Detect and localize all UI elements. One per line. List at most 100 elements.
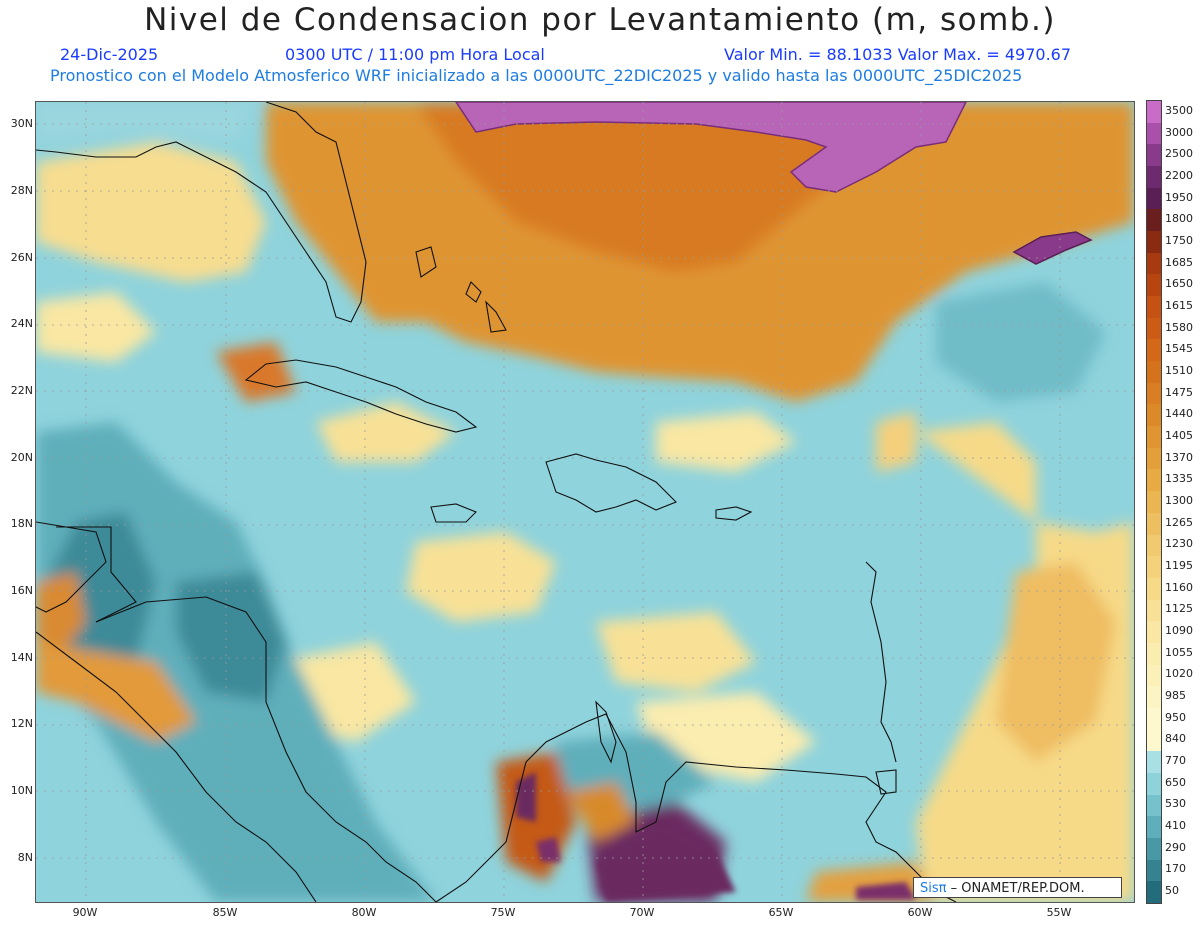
lat-label-26n: 26N (10, 251, 33, 264)
lon-label-85w: 85W (212, 906, 238, 919)
model-info: Pronostico con el Modelo Atmosferico WRF… (50, 66, 1023, 85)
lat-label-10n: 10N (10, 784, 33, 797)
lon-label-90w: 90W (72, 906, 98, 919)
lcl-field-map (36, 102, 1134, 902)
colorbar-segment (1147, 144, 1161, 167)
colorbar-segment (1147, 686, 1161, 709)
lat-label-28n: 28N (10, 184, 33, 197)
colorbar-segment (1147, 621, 1161, 644)
colorbar-segment (1147, 296, 1161, 319)
colorbar-label: 1300 (1165, 494, 1193, 507)
lat-label-18n: 18N (10, 517, 33, 530)
credit-box: Sisπ – ONAMET/REP.DOM. (913, 877, 1122, 898)
colorbar-label: 1580 (1165, 320, 1193, 334)
colorbar-segment (1147, 664, 1161, 687)
colorbar-segment (1147, 881, 1161, 904)
colorbar-segment (1147, 859, 1161, 882)
min-max-values: Valor Min. = 88.1033 Valor Max. = 4970.6… (724, 45, 1072, 64)
colorbar-label: 1265 (1165, 515, 1193, 529)
colorbar-segment (1147, 534, 1161, 557)
colorbar-label: 2500 (1165, 147, 1193, 161)
lon-label-70w: 70W (629, 906, 655, 919)
colorbar-label: 1615 (1165, 298, 1193, 312)
map-panel (35, 101, 1135, 903)
colorbar-label: 3000 (1165, 125, 1193, 139)
colorbar-segment (1147, 772, 1161, 796)
colorbar-label: 1055 (1165, 645, 1193, 659)
colorbar-label: 985 (1165, 689, 1186, 703)
colorbar-label: 530 (1165, 797, 1186, 811)
colorbar-label: 1230 (1165, 537, 1193, 551)
colorbar-label: 3500 (1165, 103, 1193, 117)
lon-label-75w: 75W (490, 906, 516, 919)
colorbar-segment (1147, 599, 1161, 622)
colorbar-segment (1147, 231, 1161, 254)
colorbar-segment (1147, 274, 1161, 297)
lat-label-14n: 14N (10, 651, 33, 664)
lat-label-24n: 24N (10, 317, 33, 330)
colorbar-segment (1147, 382, 1161, 405)
colorbar-label: 1370 (1165, 450, 1193, 464)
colorbar-label: 650 (1165, 775, 1186, 789)
purple-high-region (455, 102, 967, 193)
map-title: Nivel de Condensacion por Levantamiento … (144, 2, 1056, 38)
colorbar-segment (1147, 837, 1161, 861)
colorbar-label: 1405 (1165, 428, 1193, 442)
colorbar-segment (1147, 122, 1161, 145)
lon-label-80w: 80W (351, 906, 377, 919)
forecast-time: 0300 UTC / 11:00 pm Hora Local (285, 45, 545, 64)
lat-label-16n: 16N (10, 584, 33, 597)
colorbar-label: 1440 (1165, 407, 1193, 421)
colorbar-label: 50 (1165, 884, 1179, 898)
colorbar-segment (1147, 794, 1161, 817)
credit-text: – ONAMET/REP.DOM. (946, 881, 1085, 896)
colorbar-label: 950 (1165, 710, 1186, 724)
colorbar-label: 410 (1165, 819, 1186, 833)
colorbar-segment (1147, 317, 1161, 340)
colorbar (1146, 100, 1162, 904)
colorbar-segment (1147, 512, 1161, 535)
colorbar-label: 1950 (1165, 190, 1193, 204)
colorbar-label: 1685 (1165, 255, 1193, 269)
colorbar-label: 1090 (1165, 624, 1193, 638)
colorbar-label: 290 (1165, 840, 1186, 854)
lat-label-30n: 30N (10, 117, 33, 130)
colorbar-segment (1147, 707, 1161, 731)
colorbar-segment (1147, 751, 1161, 774)
colorbar-label: 1750 (1165, 233, 1193, 247)
lon-label-55w: 55W (1046, 906, 1072, 919)
graticule (36, 102, 1134, 902)
colorbar-segment (1147, 339, 1161, 362)
colorbar-segment (1147, 209, 1161, 232)
colorbar-segment (1147, 642, 1161, 666)
colorbar-segment (1147, 469, 1161, 492)
colorbar-segment (1147, 816, 1161, 839)
colorbar-segment (1147, 426, 1161, 449)
colorbar-label: 170 (1165, 862, 1186, 876)
colorbar-segment (1147, 491, 1161, 514)
colorbar-label: 1125 (1165, 602, 1193, 616)
colorbar-label: 1335 (1165, 472, 1193, 486)
colorbar-label: 840 (1165, 732, 1186, 746)
lat-label-12n: 12N (10, 717, 33, 730)
colorbar-label: 1650 (1165, 277, 1193, 291)
colorbar-label: 1195 (1165, 559, 1193, 573)
lat-label-8n: 8N (17, 851, 33, 864)
forecast-date: 24-Dic-2025 (60, 45, 159, 64)
lon-label-65w: 65W (768, 906, 794, 919)
colorbar-segment (1147, 361, 1161, 384)
colorbar-segment (1147, 101, 1161, 124)
colorbar-label: 770 (1165, 754, 1186, 768)
credit-brand: Sisπ (920, 881, 947, 896)
colorbar-label: 1800 (1165, 212, 1193, 226)
lon-label-60w: 60W (907, 906, 933, 919)
southern-maxima (516, 772, 916, 902)
colorbar-segment (1147, 729, 1161, 752)
colorbar-label: 1545 (1165, 342, 1193, 356)
colorbar-label: 1510 (1165, 363, 1193, 377)
colorbar-label: 1160 (1165, 580, 1193, 594)
colorbar-label: 1020 (1165, 667, 1193, 681)
purple-high-spot (1012, 231, 1093, 265)
colorbar-segment (1147, 404, 1161, 427)
colorbar-label: 1475 (1165, 385, 1193, 399)
